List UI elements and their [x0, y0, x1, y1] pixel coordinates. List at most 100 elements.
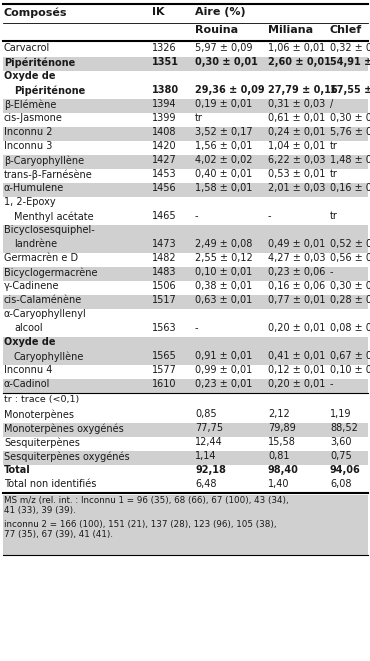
Bar — [3, 239, 368, 253]
Text: 0,56 ± 0,01: 0,56 ± 0,01 — [330, 253, 370, 263]
Text: 1482: 1482 — [152, 253, 176, 263]
Text: 0,24 ± 0,01: 0,24 ± 0,01 — [268, 127, 325, 137]
Text: 0,81: 0,81 — [268, 451, 289, 461]
Bar — [3, 183, 368, 197]
Text: 1351: 1351 — [152, 57, 179, 67]
Text: 0,30 ± 0,01: 0,30 ± 0,01 — [195, 57, 258, 67]
Text: 77 (35), 67 (39), 41 (41).: 77 (35), 67 (39), 41 (41). — [4, 530, 113, 539]
Text: 0,08 ± 0,01: 0,08 ± 0,01 — [330, 323, 370, 333]
Text: 15,58: 15,58 — [268, 437, 296, 447]
Text: 1565: 1565 — [152, 351, 177, 361]
Text: cis-Jasmone: cis-Jasmone — [4, 113, 63, 123]
Text: 1506: 1506 — [152, 281, 176, 291]
Text: Germacrèn e D: Germacrèn e D — [4, 253, 78, 263]
Text: 4,02 ± 0,02: 4,02 ± 0,02 — [195, 155, 252, 165]
Text: -: - — [330, 379, 333, 389]
Text: 92,18: 92,18 — [195, 465, 226, 475]
Text: tr: tr — [330, 141, 338, 151]
Text: 0,77 ± 0,01: 0,77 ± 0,01 — [268, 295, 326, 305]
Text: 2,01 ± 0,03: 2,01 ± 0,03 — [268, 183, 325, 193]
Text: 0,99 ± 0,01: 0,99 ± 0,01 — [195, 365, 252, 375]
Bar — [3, 337, 368, 351]
Text: 1,14: 1,14 — [195, 451, 216, 461]
Text: 6,22 ± 0,03: 6,22 ± 0,03 — [268, 155, 326, 165]
Text: 0,52 ± 0,01: 0,52 ± 0,01 — [330, 239, 370, 249]
Text: Pipériténone: Pipériténone — [14, 85, 85, 95]
Text: β-Elémène: β-Elémène — [4, 99, 56, 110]
Text: 0,85: 0,85 — [195, 409, 216, 419]
Text: Aire (%): Aire (%) — [195, 7, 246, 17]
Text: α-Caryophyllenyl: α-Caryophyllenyl — [4, 309, 87, 319]
Text: 1326: 1326 — [152, 43, 176, 53]
Text: 0,31 ± 0,03: 0,31 ± 0,03 — [268, 99, 325, 109]
Text: trans-β-Farnésène: trans-β-Farnésène — [4, 169, 93, 180]
Text: 1,58 ± 0,01: 1,58 ± 0,01 — [195, 183, 252, 193]
Text: 94,06: 94,06 — [330, 465, 361, 475]
Text: inconnu 2 = 166 (100), 151 (21), 137 (28), 123 (96), 105 (38),: inconnu 2 = 166 (100), 151 (21), 137 (28… — [4, 520, 276, 529]
Text: 41 (33), 39 (39).: 41 (33), 39 (39). — [4, 506, 76, 515]
Text: MS m/z (rel. int. : Inconnu 1 = 96 (35), 68 (66), 67 (100), 43 (34),: MS m/z (rel. int. : Inconnu 1 = 96 (35),… — [4, 496, 289, 505]
Text: 88,52: 88,52 — [330, 423, 358, 433]
Text: 0,40 ± 0,01: 0,40 ± 0,01 — [195, 169, 252, 179]
Bar — [3, 267, 368, 281]
Text: Bicyclogermacrène: Bicyclogermacrène — [4, 267, 98, 278]
Text: β-Caryophyllène: β-Caryophyllène — [4, 155, 84, 165]
Text: 1,19: 1,19 — [330, 409, 352, 419]
Text: α-Humulene: α-Humulene — [4, 183, 64, 193]
Text: 0,61 ± 0,01: 0,61 ± 0,01 — [268, 113, 325, 123]
Text: 2,55 ± 0,12: 2,55 ± 0,12 — [195, 253, 253, 263]
Text: 1,06 ± 0,01: 1,06 ± 0,01 — [268, 43, 325, 53]
Text: 5,76 ± 0,08: 5,76 ± 0,08 — [330, 127, 370, 137]
Text: 2,49 ± 0,08: 2,49 ± 0,08 — [195, 239, 252, 249]
Text: 1610: 1610 — [152, 379, 176, 389]
Text: 1483: 1483 — [152, 267, 176, 277]
Text: 0,49 ± 0,01: 0,49 ± 0,01 — [268, 239, 325, 249]
Text: 0,16 ± 0,06: 0,16 ± 0,06 — [268, 281, 325, 291]
Text: 3,52 ± 0,17: 3,52 ± 0,17 — [195, 127, 253, 137]
Text: Total: Total — [4, 465, 31, 475]
Text: 0,16 ± 0,01: 0,16 ± 0,01 — [330, 183, 370, 193]
Text: 12,44: 12,44 — [195, 437, 223, 447]
Text: 1,56 ± 0,01: 1,56 ± 0,01 — [195, 141, 252, 151]
Text: 79,89: 79,89 — [268, 423, 296, 433]
Text: 1456: 1456 — [152, 183, 176, 193]
Text: 1473: 1473 — [152, 239, 176, 249]
Text: Menthyl acétate: Menthyl acétate — [14, 211, 94, 221]
Text: 1465: 1465 — [152, 211, 176, 221]
Text: tr : trace (<0,1): tr : trace (<0,1) — [4, 395, 79, 404]
Text: -: - — [195, 323, 198, 333]
Text: Monoterpènes oxygénés: Monoterpènes oxygénés — [4, 423, 124, 434]
Bar — [3, 351, 368, 365]
Text: Monoterpènes: Monoterpènes — [4, 409, 74, 420]
Bar — [3, 155, 368, 169]
Text: 29,36 ± 0,09: 29,36 ± 0,09 — [195, 85, 265, 95]
Text: alcool: alcool — [14, 323, 43, 333]
Text: Inconnu 2: Inconnu 2 — [4, 127, 53, 137]
Text: tr: tr — [330, 169, 338, 179]
Text: 1420: 1420 — [152, 141, 176, 151]
Bar — [3, 127, 368, 141]
Text: 98,40: 98,40 — [268, 465, 299, 475]
Text: Rouina: Rouina — [195, 25, 238, 35]
Text: α-Cadinol: α-Cadinol — [4, 379, 50, 389]
Text: Bicyclosesquiphel-: Bicyclosesquiphel- — [4, 225, 95, 235]
Text: Oxyde de: Oxyde de — [4, 337, 55, 347]
Text: Chlef: Chlef — [330, 25, 362, 35]
Text: 1,04 ± 0,01: 1,04 ± 0,01 — [268, 141, 325, 151]
Text: 0,23 ± 0,01: 0,23 ± 0,01 — [195, 379, 252, 389]
Text: 0,75: 0,75 — [330, 451, 352, 461]
Text: Total non identifiés: Total non identifiés — [4, 479, 96, 489]
Text: -: - — [330, 267, 333, 277]
Text: Inconnu 4: Inconnu 4 — [4, 365, 53, 375]
Text: 1563: 1563 — [152, 323, 176, 333]
Text: -: - — [268, 211, 272, 221]
Bar — [3, 225, 368, 239]
Text: Pipériténone: Pipériténone — [4, 57, 75, 67]
Text: IK: IK — [152, 7, 165, 17]
Text: 4,27 ± 0,03: 4,27 ± 0,03 — [268, 253, 326, 263]
Text: 1394: 1394 — [152, 99, 176, 109]
Text: 0,63 ± 0,01: 0,63 ± 0,01 — [195, 295, 252, 305]
Text: 1453: 1453 — [152, 169, 176, 179]
Text: 54,91 ± 0,01: 54,91 ± 0,01 — [330, 57, 370, 67]
Bar — [3, 379, 368, 393]
